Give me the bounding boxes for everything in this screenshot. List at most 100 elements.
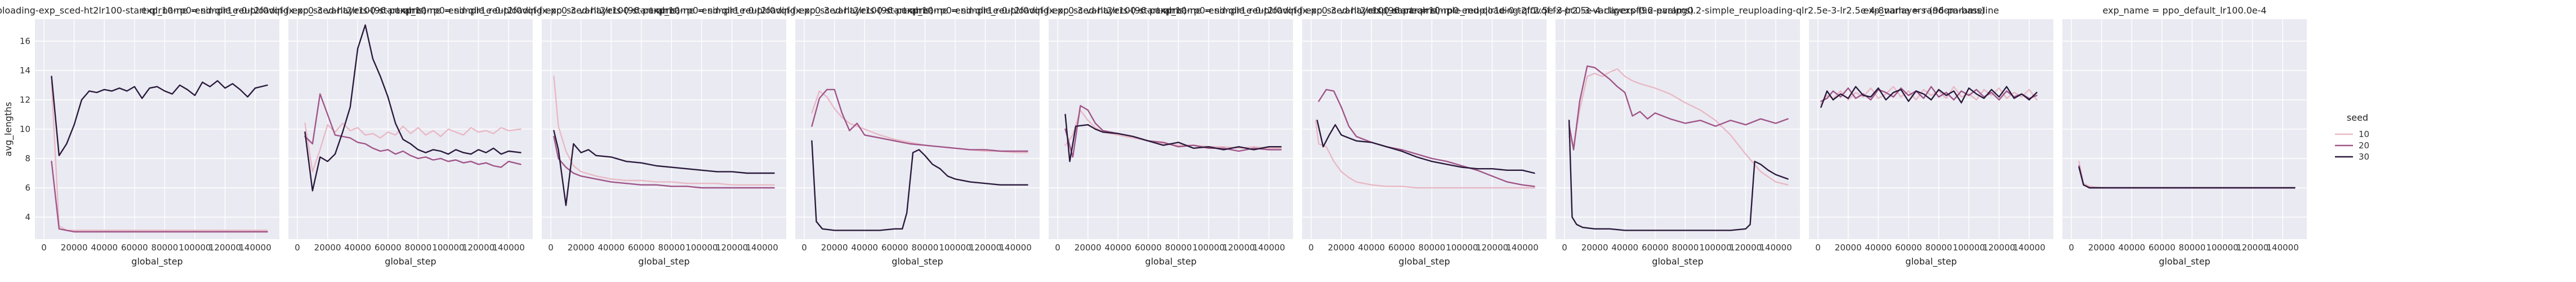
x-axis-label: global_step: [638, 256, 689, 267]
x-tick-label: 0: [295, 243, 300, 253]
facet-panel-4: 0 20000 40000 60000 80000 100000120000140000e…: [648, 5, 1187, 267]
x-tick-label: 60000: [628, 243, 655, 253]
x-axis-label: global_step: [385, 256, 436, 267]
series-line-seed-20: [304, 93, 522, 168]
x-tick-label: 40000: [1611, 243, 1638, 253]
x-axis-label: global_step: [892, 256, 943, 267]
x-tick-label: 120000: [209, 243, 241, 253]
legend-title: seed: [2347, 112, 2368, 123]
x-tick-label: 20000: [568, 243, 595, 253]
series-line-seed-30: [51, 76, 268, 156]
x-tick-label: 100000: [432, 243, 464, 253]
series-line-seed-30: [304, 24, 522, 192]
series-line-seed-10: [553, 76, 775, 186]
x-tick-label: 80000: [658, 243, 685, 253]
x-tick-label: 100000: [685, 243, 717, 253]
x-tick-label: 100000: [1192, 243, 1224, 253]
panel-title: exp_name = simple_reuploading-exp_sced-h…: [648, 5, 1187, 16]
x-axis-label: global_step: [1398, 256, 1450, 267]
panel-title: exp_name = ppo_default_lr100.0e-4: [2102, 5, 2266, 16]
x-tick-label: 20000: [1328, 243, 1355, 253]
x-tick-label: 140000: [1253, 243, 1285, 253]
x-tick-label: 80000: [1926, 243, 1953, 253]
x-tick-label: 140000: [493, 243, 525, 253]
y-tick-label: 12: [20, 95, 30, 105]
series-line-seed-20: [553, 135, 775, 189]
x-tick-label: 40000: [91, 243, 118, 253]
series-line-seed-30: [1820, 86, 2038, 108]
series-line-seed-30: [1568, 120, 1789, 231]
x-tick-label: 0: [1815, 243, 1821, 253]
x-tick-label: 140000: [1760, 243, 1792, 253]
x-tick-label: 140000: [2013, 243, 2045, 253]
x-tick-label: 120000: [1223, 243, 1255, 253]
x-tick-label: 80000: [912, 243, 939, 253]
x-tick-label: 80000: [1672, 243, 1699, 253]
series-line-seed-10: [1568, 68, 1789, 186]
y-tick-label: 10: [20, 124, 30, 134]
x-axis-label: global_step: [1905, 256, 1956, 267]
series-line-seed-10: [811, 90, 1028, 153]
x-tick-label: 40000: [2118, 243, 2145, 253]
x-tick-label: 0: [1308, 243, 1314, 253]
x-tick-label: 80000: [1419, 243, 1446, 253]
x-tick-label: 60000: [1388, 243, 1415, 253]
x-tick-label: 0: [801, 243, 807, 253]
x-axis-label: global_step: [2159, 256, 2210, 267]
x-tick-label: 40000: [851, 243, 878, 253]
x-tick-label: 20000: [1835, 243, 1862, 253]
series-line-seed-20: [811, 89, 1028, 152]
facet-panel-3: 0 20000 40000 60000 80000 100000120000140000e…: [395, 5, 934, 267]
x-tick-label: 40000: [1865, 243, 1892, 253]
x-tick-label: 140000: [1000, 243, 1032, 253]
x-tick-label: 20000: [314, 243, 341, 253]
x-tick-label: 20000: [1075, 243, 1102, 253]
x-tick-label: 40000: [598, 243, 625, 253]
x-tick-label: 140000: [239, 243, 271, 253]
x-tick-label: 80000: [1165, 243, 1192, 253]
x-tick-label: 120000: [716, 243, 748, 253]
panel-title: exp_name = simple_reuploading-exp_sced-h…: [1155, 5, 1694, 16]
x-tick-label: 0: [548, 243, 554, 253]
y-tick-label: 14: [20, 65, 30, 76]
x-tick-label: 100000: [1446, 243, 1478, 253]
series-line-seed-30: [553, 130, 775, 206]
series-line-seed-10: [1314, 120, 1535, 189]
x-axis-label: global_step: [1145, 256, 1196, 267]
x-tick-label: 20000: [61, 243, 88, 253]
x-tick-label: 120000: [2236, 243, 2269, 253]
x-tick-label: 80000: [151, 243, 179, 253]
x-tick-label: 80000: [405, 243, 432, 253]
x-tick-label: 40000: [344, 243, 371, 253]
panel-title: exp_name = random-baseline: [1864, 5, 1999, 16]
series-line-seed-10: [304, 122, 522, 173]
x-tick-label: 60000: [881, 243, 908, 253]
x-tick-label: 100000: [2206, 243, 2238, 253]
panel-title: exp_name = simple_reuploading-exp_sced-h…: [902, 5, 1441, 16]
panel-title: exp_name = simple_reuploading-qlr2.5e-3-…: [1371, 5, 1985, 16]
facet-panel-6: 0 20000 40000 60000 80000 100000120000140000e…: [1155, 5, 1694, 267]
x-tick-label: 60000: [121, 243, 148, 253]
x-axis-label: global_step: [1652, 256, 1703, 267]
series-line-seed-30: [1064, 113, 1282, 162]
y-tick-label: 8: [25, 153, 30, 164]
legend-entry: 30: [2359, 152, 2369, 162]
x-tick-label: 60000: [375, 243, 402, 253]
y-tick-label: 4: [25, 212, 30, 222]
facet-panel-7: 0 20000 40000 60000 80000 100000120000140000e…: [1371, 5, 1985, 267]
x-tick-label: 100000: [939, 243, 971, 253]
x-tick-label: 140000: [1507, 243, 1539, 253]
y-tick-label: 6: [25, 183, 30, 193]
series-line-seed-10: [1064, 109, 1282, 149]
x-tick-label: 0: [1055, 243, 1060, 253]
series-line-seed-30: [811, 140, 1028, 231]
legend-entry: 20: [2359, 140, 2369, 151]
series-line-seed-20: [1064, 105, 1282, 158]
x-tick-label: 100000: [1699, 243, 1731, 253]
series-line-seed-30: [1316, 120, 1535, 174]
